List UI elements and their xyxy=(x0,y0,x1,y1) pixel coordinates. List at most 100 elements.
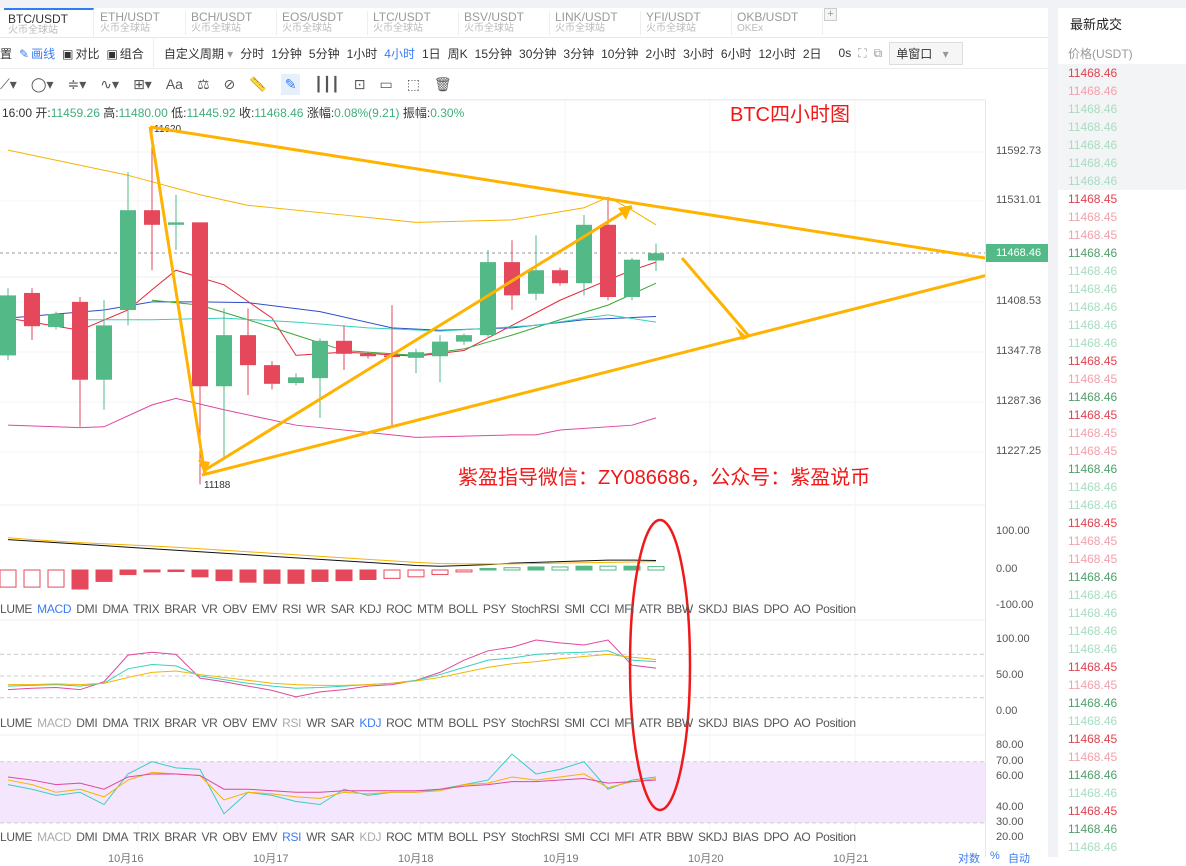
indicator-tab-lume[interactable]: LUME xyxy=(0,716,33,730)
indicator-tab-dmi[interactable]: DMI xyxy=(76,602,98,616)
indicator-tab-vr[interactable]: VR xyxy=(201,602,218,616)
indicator-tab-dpo[interactable]: DPO xyxy=(763,716,789,730)
indicator-tab-sar[interactable]: SAR xyxy=(330,716,355,730)
indicator-tab-mfi[interactable]: MFI xyxy=(614,830,635,844)
axis-option[interactable]: 对数 xyxy=(958,853,980,865)
indicator-tab-position[interactable]: Position xyxy=(815,830,856,844)
indicator-tab-boll[interactable]: BOLL xyxy=(448,602,478,616)
indicator-tab-dma[interactable]: DMA xyxy=(102,830,129,844)
indicator-tab-dpo[interactable]: DPO xyxy=(763,602,789,616)
indicator-tab-emv[interactable]: EMV xyxy=(251,830,278,844)
trash-icon[interactable]: 🗑 xyxy=(433,75,452,92)
indicator-tab-ao[interactable]: AO xyxy=(793,602,811,616)
indicator-tab-kdj[interactable]: KDJ xyxy=(359,830,382,844)
parallel-lines-icon[interactable]: ≑▾ xyxy=(67,75,87,92)
indicator-tab-wr[interactable]: WR xyxy=(306,830,326,844)
indicator-tab-stochrsi[interactable]: StochRSI xyxy=(511,602,560,616)
period-12小时[interactable]: 12小时 xyxy=(758,46,796,61)
indicator-tab-emv[interactable]: EMV xyxy=(251,716,278,730)
magnet-icon[interactable]: ⊘ xyxy=(223,75,236,92)
window-mode-dropdown[interactable]: 单窗口 ▾ xyxy=(889,41,963,65)
measure-icon[interactable]: ⚖ xyxy=(196,75,210,92)
period-2小时[interactable]: 2小时 xyxy=(645,46,677,61)
indicator-tab-atr[interactable]: ATR xyxy=(639,716,662,730)
circle-tool-icon[interactable]: ◯▾ xyxy=(30,75,54,92)
indicator-tab-dpo[interactable]: DPO xyxy=(763,830,789,844)
indicator-tab-dmi[interactable]: DMI xyxy=(76,716,98,730)
period-10分钟[interactable]: 10分钟 xyxy=(601,46,639,61)
candle-icon[interactable]: ┃┃┃ xyxy=(314,75,340,92)
indicator-tab-stochrsi[interactable]: StochRSI xyxy=(511,716,560,730)
period-分时[interactable]: 分时 xyxy=(240,46,265,61)
indicator-tab-lume[interactable]: LUME xyxy=(0,602,33,616)
indicator-tab-psy[interactable]: PSY xyxy=(482,602,507,616)
period-1小时[interactable]: 1小时 xyxy=(346,46,378,61)
indicator-tab-macd[interactable]: MACD xyxy=(37,830,72,844)
indicator-tab-dma[interactable]: DMA xyxy=(102,716,129,730)
indicator-tab-cci[interactable]: CCI xyxy=(589,602,610,616)
line-tool-icon[interactable]: ⟋▾ xyxy=(0,75,17,92)
hide-drawings-icon[interactable]: ⬚ xyxy=(406,75,420,92)
tab-btc-usdt[interactable]: BTC/USDT 火币全球站 xyxy=(4,8,94,37)
indicator-tab-psy[interactable]: PSY xyxy=(482,716,507,730)
bookmark-icon[interactable]: ▭ xyxy=(379,75,393,92)
indicator-tab-kdj[interactable]: KDJ xyxy=(359,716,382,730)
indicator-tab-sar[interactable]: SAR xyxy=(330,830,355,844)
indicator-tab-obv[interactable]: OBV xyxy=(222,830,248,844)
indicator-tab-rsi[interactable]: RSI xyxy=(282,716,302,730)
indicator-tab-bias[interactable]: BIAS xyxy=(732,716,759,730)
indicator-tab-brar[interactable]: BRAR xyxy=(164,830,197,844)
indicator-tab-rsi[interactable]: RSI xyxy=(282,602,302,616)
indicator-tab-lume[interactable]: LUME xyxy=(0,830,33,844)
period-周K[interactable]: 周K xyxy=(447,46,468,61)
indicator-tab-ao[interactable]: AO xyxy=(793,830,811,844)
indicator-tab-vr[interactable]: VR xyxy=(201,830,218,844)
indicator-tab-atr[interactable]: ATR xyxy=(639,830,662,844)
indicator-tab-position[interactable]: Position xyxy=(815,602,856,616)
indicator-tab-brar[interactable]: BRAR xyxy=(164,602,197,616)
kline-chart[interactable]: 1162011188 xyxy=(0,0,985,857)
indicator-tab-mfi[interactable]: MFI xyxy=(614,716,635,730)
indicator-tab-trix[interactable]: TRIX xyxy=(133,830,160,844)
lock-icon[interactable]: ⊡ xyxy=(353,75,366,92)
period-2日[interactable]: 2日 xyxy=(802,46,822,61)
indicator-tab-trix[interactable]: TRIX xyxy=(133,716,160,730)
indicator-tab-mtm[interactable]: MTM xyxy=(416,716,444,730)
indicator-tab-emv[interactable]: EMV xyxy=(251,602,278,616)
tab-bsv-usdt[interactable]: BSV/USDT 火币全球站 xyxy=(460,11,550,35)
custom-period-dropdown[interactable]: 自定义周期 ▾ xyxy=(163,46,234,61)
combine-button[interactable]: ▣ 组合 xyxy=(106,46,144,61)
period-30分钟[interactable]: 30分钟 xyxy=(519,46,557,61)
tab-link-usdt[interactable]: LINK/USDT 火币全球站 xyxy=(551,11,641,35)
indicator-tab-wr[interactable]: WR xyxy=(306,602,326,616)
period-5分钟[interactable]: 5分钟 xyxy=(308,46,340,61)
indicator-tab-mtm[interactable]: MTM xyxy=(416,602,444,616)
indicator-tab-sar[interactable]: SAR xyxy=(330,602,355,616)
indicator-tab-mtm[interactable]: MTM xyxy=(416,830,444,844)
tab-eos-usdt[interactable]: EOS/USDT 火币全球站 xyxy=(278,11,368,35)
indicator-tab-psy[interactable]: PSY xyxy=(482,830,507,844)
price-axis[interactable]: 11468.46 11592.73 11531.01 11408.53 11347.7… xyxy=(985,100,1050,857)
period-6小时[interactable]: 6小时 xyxy=(720,46,752,61)
indicator-tab-dmi[interactable]: DMI xyxy=(76,830,98,844)
tab-bch-usdt[interactable]: BCH/USDT 火币全球站 xyxy=(187,11,277,35)
period-15分钟[interactable]: 15分钟 xyxy=(474,46,513,61)
indicator-tab-trix[interactable]: TRIX xyxy=(133,602,160,616)
indicator-tab-cci[interactable]: CCI xyxy=(589,716,610,730)
indicator-tab-bbw[interactable]: BBW xyxy=(666,602,694,616)
indicator-tab-bias[interactable]: BIAS xyxy=(732,602,759,616)
indicator-tab-bbw[interactable]: BBW xyxy=(666,716,694,730)
indicator-tab-brar[interactable]: BRAR xyxy=(164,716,197,730)
panel-divider[interactable] xyxy=(1048,0,1058,857)
draw-button[interactable]: ✎ 画线 xyxy=(19,46,56,61)
tab-eth-usdt[interactable]: ETH/USDT 火币全球站 xyxy=(96,11,186,35)
indicator-tab-vr[interactable]: VR xyxy=(201,716,218,730)
indicator-tab-mfi[interactable]: MFI xyxy=(614,602,635,616)
indicator-tab-cci[interactable]: CCI xyxy=(589,830,610,844)
indicator-tab-smi[interactable]: SMI xyxy=(564,716,585,730)
fib-tool-icon[interactable]: ⊞▾ xyxy=(133,75,152,92)
tab-yfi-usdt[interactable]: YFI/USDT 火币全球站 xyxy=(642,11,732,35)
indicator-tab-skdj[interactable]: SKDJ xyxy=(697,830,728,844)
indicator-tab-ao[interactable]: AO xyxy=(793,716,811,730)
add-tab-button[interactable]: + xyxy=(824,8,837,21)
